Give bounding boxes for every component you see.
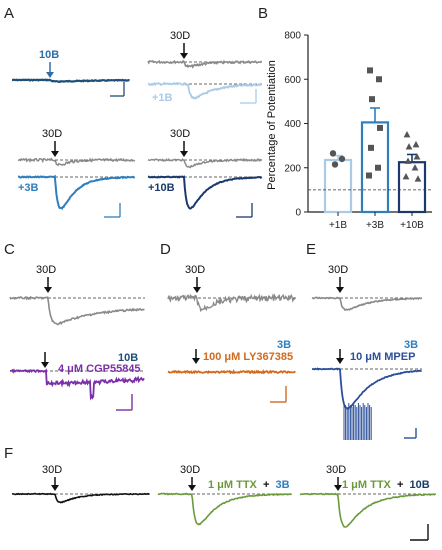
panel-a-30d-label-2: 30D [42,128,62,140]
y-tick-label: 800 [284,31,301,42]
panel-f-30d-label-2: 30D [180,464,200,476]
panel-letter-e: E [306,241,316,258]
y-axis-label: Percentage of Potentiation [266,60,278,190]
data-point [404,157,412,164]
panel-f-drug-label-2: 1 μM TTX + 3B [208,479,290,491]
data-point [413,153,421,160]
stim-arrow-head [336,358,344,364]
stim-arrow-head [188,485,196,491]
data-point [412,140,420,148]
data-point [366,172,372,179]
data-point [375,164,381,171]
data-point [405,143,413,150]
panel-d-30d-label: 30D [185,264,205,276]
panel-letter-b: B [258,5,268,22]
stim-arrow-head [334,485,342,491]
trace-e-30d [311,296,423,311]
data-point [402,173,410,180]
panel-a-3b-label: +3B [18,182,39,194]
stim-arrow-head [336,287,344,293]
panel-b-bar-chart: Percentage of Potentiation 0 200 400 600 800… [266,31,432,231]
data-point [403,130,411,138]
panel-a-trace-3b: 30D +3B [17,128,136,218]
stim-arrow-head [193,287,201,293]
x-tick-label: +10B [400,220,424,231]
panel-a-trace-1b: 30D +1B [147,30,263,104]
panel-f-drug-label-3: 1 μM TTX + 10B [342,479,430,491]
panel-letter-f: F [4,445,13,462]
x-tick-label: +3B [366,220,384,231]
data-point [377,124,383,131]
panel-a-10b-label: 10B [39,49,59,61]
panel-a-1b-label: +1B [152,92,173,104]
data-point [338,155,346,163]
data-point [411,164,419,171]
y-tick-label: 0 [295,208,301,219]
panel-e-3b-label: 3B [404,339,418,351]
data-point [369,96,375,103]
panel-d: 30D 3B 100 μM LY367385 [167,264,296,403]
data-point [329,150,337,157]
panel-a-30d-label-3: 30D [170,128,190,140]
data-point [414,175,422,182]
trace-c-drug [10,368,145,401]
trace-f-30d [11,492,150,504]
x-tick-label: +1B [329,220,347,231]
data-point [331,161,339,168]
panel-a-trace-10b-overlay: 30D +10B [147,128,263,218]
trace-a-3b [17,174,136,210]
panel-letter-c: C [4,241,15,258]
panel-a-trace-10b: 10B [12,49,130,97]
bar-plus-1b [323,158,353,214]
trace-d-30d [167,293,296,313]
trace-a-30d-2 [18,157,136,167]
data-point [367,67,373,74]
trace-e-drug [311,367,422,410]
panel-f-30d-label-1: 30D [42,464,62,476]
trace-f-ttx-10b [299,492,436,528]
trace-a-10b [12,78,130,84]
stim-arrow-head [51,151,59,157]
stim-arrow-head [180,151,188,157]
panel-d-3b-label: 3B [277,339,291,351]
y-tick-label: 400 [284,119,301,130]
panel-a-30d-label-1: 30D [170,30,190,42]
stim-arrow-head [46,72,54,78]
trace-a-30d-1 [147,59,263,69]
panel-e-drug-label: 10 μM MPEP [350,351,415,363]
data-point [376,76,382,83]
bar-plus-10b [397,161,427,214]
trace-f-ttx-3b [157,492,293,526]
stim-arrow-head [41,362,49,368]
panel-c: 30D 10B 4 μM CGP55845 [9,264,145,411]
y-tick-label: 200 [284,163,301,174]
trace-a-30d-3 [147,157,263,169]
y-tick-label: 600 [284,75,301,86]
stim-arrow-head [180,53,188,59]
trace-a-10b-overlay [147,175,263,210]
panel-e-30d-label: 30D [328,264,348,276]
trace-c-30d [9,295,145,326]
trace-d-drug [167,369,296,375]
data-point [368,144,374,151]
stim-arrow-head [192,358,200,364]
panel-f-30d-label-3: 30D [326,464,346,476]
panel-d-drug-label: 100 μM LY367385 [203,351,293,363]
panel-f: 30D 30D 1 μM TTX + 3B 30D 1 μM TTX + 10B [11,464,436,541]
stim-arrow-head [51,485,59,491]
panel-letter-d: D [160,241,171,258]
panel-c-10b-label: 10B [118,352,138,364]
panel-letter-a: A [4,5,14,22]
panel-a-10b-overlay-label: +10B [148,182,175,194]
trace-e-stim-artifact [343,403,372,440]
panel-e: 30D 3B 10 μM MPEP [311,264,423,440]
panel-c-30d-label: 30D [36,264,56,276]
panel-c-drug-label: 4 μM CGP55845 [58,363,141,375]
trace-a-1b [147,81,263,100]
stim-arrow-head [44,287,52,293]
